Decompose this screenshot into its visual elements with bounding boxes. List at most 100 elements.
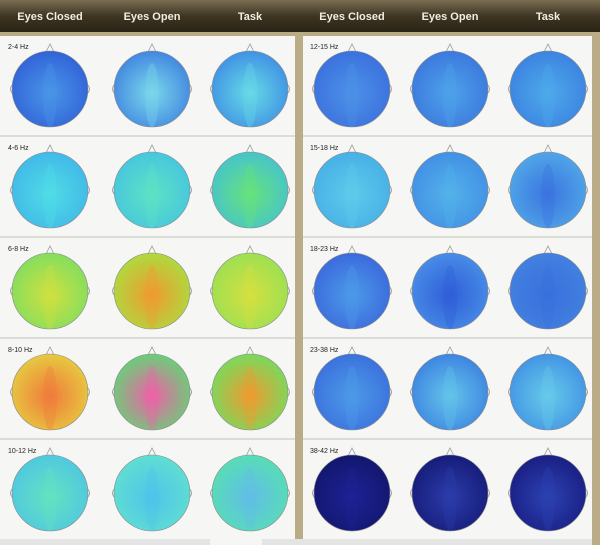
nose [543,346,553,356]
scalp-map [113,151,191,229]
scalp-map [11,50,89,128]
topo-map [210,144,290,229]
nose [245,43,255,53]
topo-map [112,43,192,128]
map-highlight [443,164,457,228]
topo-map [312,43,392,128]
topo-map [508,346,588,431]
topo-map [210,245,290,330]
scalp-map [509,252,587,330]
topo-map [410,144,490,229]
topo-map [10,245,90,330]
scalp-map [411,50,489,128]
topo-map [112,346,192,431]
topo-map [508,245,588,330]
map-highlight [43,366,57,430]
map-highlight [243,467,257,531]
scalp-map [113,50,191,128]
row-separator [303,337,592,339]
scalp-map [313,50,391,128]
band-label: 38-42 Hz [310,448,339,455]
topo-map [112,144,192,229]
topo-map [210,447,290,532]
band-label: 18-23 Hz [310,246,339,253]
nose [347,447,357,457]
map-highlight [43,63,57,127]
row-separator [0,135,295,137]
scalp-map [411,252,489,330]
column-header: Eyes Closed [17,11,82,23]
scalp-map [313,252,391,330]
topo-map [312,245,392,330]
bottom-strip [262,539,592,545]
scalp-map [509,151,587,229]
band-label: 2-4 Hz [8,44,29,51]
nose [347,43,357,53]
row-separator [0,236,295,238]
nose [147,43,157,53]
scalp-map [11,252,89,330]
scalp-map [411,454,489,532]
map-highlight [145,164,159,228]
row-separator [303,236,592,238]
nose [245,447,255,457]
map-highlight [145,366,159,430]
nose [543,43,553,53]
scalp-map [211,353,289,431]
nose [245,245,255,255]
topo-map [10,43,90,128]
topo-map [410,245,490,330]
scalp-map [411,151,489,229]
map-highlight [541,265,555,329]
scalp-map [211,151,289,229]
scalp-map [11,151,89,229]
topo-map [112,447,192,532]
map-highlight [243,164,257,228]
scalp-map [509,353,587,431]
nose [445,447,455,457]
map-highlight [145,265,159,329]
map-highlight [443,63,457,127]
band-label: 23-38 Hz [310,347,339,354]
band-label: 8-10 Hz [8,347,33,354]
topo-map [312,144,392,229]
nose [147,245,157,255]
band-label: 4-6 Hz [8,145,29,152]
scalp-map [113,353,191,431]
nose [347,346,357,356]
map-highlight [541,164,555,228]
scalp-map [509,50,587,128]
scalp-map [313,454,391,532]
nose [147,144,157,154]
nose [245,144,255,154]
topo-map [112,245,192,330]
nose [445,245,455,255]
column-header: Task [536,11,561,23]
topo-map [410,447,490,532]
nose [445,144,455,154]
map-highlight [345,467,359,531]
right-border [592,32,600,545]
map-highlight [243,63,257,127]
scalp-map [509,454,587,532]
scalp-map [11,454,89,532]
panel-divider [295,32,303,545]
band-label: 15-18 Hz [310,145,339,152]
topo-map [312,346,392,431]
map-highlight [443,467,457,531]
topo-map [410,346,490,431]
topo-map [508,43,588,128]
row-separator [0,337,295,339]
scalp-map [113,252,191,330]
topo-map [508,447,588,532]
map-highlight [43,467,57,531]
nose [445,346,455,356]
map-highlight [541,366,555,430]
nose [543,447,553,457]
map-highlight [345,63,359,127]
map-highlight [541,467,555,531]
nose [45,346,55,356]
map-highlight [43,265,57,329]
band-label: 12-15 Hz [310,44,339,51]
